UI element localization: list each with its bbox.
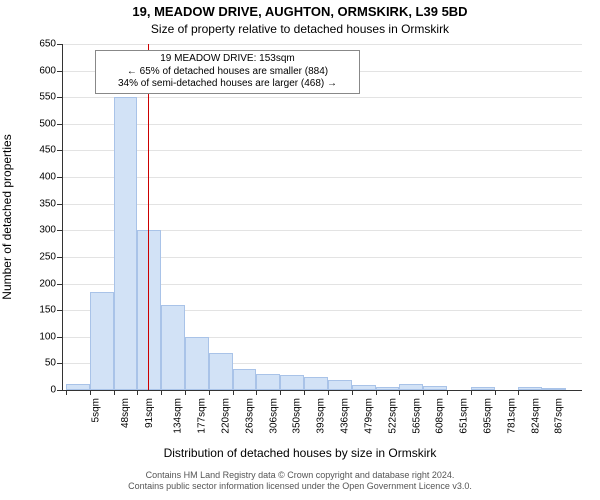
y-tick-label: 500 [39,118,62,129]
x-tick-label: 220sqm [221,398,232,434]
histogram-bar [209,353,233,390]
y-axis-label: Number of detached properties [0,134,14,299]
histogram-bar [137,230,161,390]
y-tick-label: 450 [39,145,62,156]
y-gridline [62,97,582,98]
x-tick-label: 393sqm [316,398,327,434]
annotation-line: ← 65% of detached houses are smaller (88… [100,66,355,79]
y-tick-label: 150 [39,305,62,316]
x-axis-line [62,390,582,391]
y-gridline [62,177,582,178]
y-gridline [62,204,582,205]
x-tick-label: 5sqm [90,398,101,422]
histogram-bar [185,337,209,390]
y-tick-label: 600 [39,65,62,76]
x-tick-label: 522sqm [387,398,398,434]
histogram-bar [90,292,114,390]
annotation-box: 19 MEADOW DRIVE: 153sqm← 65% of detached… [95,50,360,94]
x-tick-label: 479sqm [363,398,374,434]
footer-caption: Contains HM Land Registry data © Crown c… [0,470,600,492]
caption-line-2: Contains public sector information licen… [0,481,600,492]
chart-subtitle: Size of property relative to detached ho… [0,22,600,36]
x-tick-label: 824sqm [530,398,541,434]
x-tick-label: 867sqm [554,398,565,434]
histogram-bar [304,377,328,390]
annotation-line: 19 MEADOW DRIVE: 153sqm [100,53,355,66]
y-tick-label: 250 [39,251,62,262]
y-axis-line [62,44,63,390]
caption-line-1: Contains HM Land Registry data © Crown c… [0,470,600,481]
histogram-bar [280,375,304,390]
histogram-bar [233,369,257,390]
y-tick-label: 300 [39,225,62,236]
y-tick-label: 350 [39,198,62,209]
chart-title: 19, MEADOW DRIVE, AUGHTON, ORMSKIRK, L39… [0,4,600,19]
x-axis-label: Distribution of detached houses by size … [0,446,600,460]
x-tick-label: 436sqm [340,398,351,434]
y-tick-label: 200 [39,278,62,289]
y-tick-label: 100 [39,331,62,342]
x-tick-label: 177sqm [197,398,208,434]
plot-area: 0501001502002503003504004505005506006505… [62,44,582,390]
y-gridline [62,124,582,125]
x-tick-label: 91sqm [144,398,155,428]
x-tick-label: 306sqm [268,398,279,434]
y-tick-label: 0 [50,385,62,396]
histogram-bar [256,374,280,390]
x-tick-label: 48sqm [120,398,131,428]
y-tick-label: 550 [39,92,62,103]
y-gridline [62,150,582,151]
histogram-bar [328,380,352,390]
x-tick-label: 134sqm [173,398,184,434]
y-gridline [62,44,582,45]
x-tick-label: 781sqm [506,398,517,434]
x-tick-label: 608sqm [435,398,446,434]
histogram-bar [114,97,138,390]
histogram-bar [161,305,185,390]
x-tick-label: 651sqm [459,398,470,434]
chart-root: 19, MEADOW DRIVE, AUGHTON, ORMSKIRK, L39… [0,0,600,500]
y-tick-label: 400 [39,172,62,183]
x-tick-label: 565sqm [411,398,422,434]
x-tick-label: 695sqm [483,398,494,434]
y-tick-label: 50 [45,358,62,369]
annotation-line: 34% of semi-detached houses are larger (… [100,78,355,91]
property-marker-line [148,44,149,390]
x-tick-label: 350sqm [292,398,303,434]
y-tick-label: 650 [39,39,62,50]
x-tick-label: 263sqm [244,398,255,434]
